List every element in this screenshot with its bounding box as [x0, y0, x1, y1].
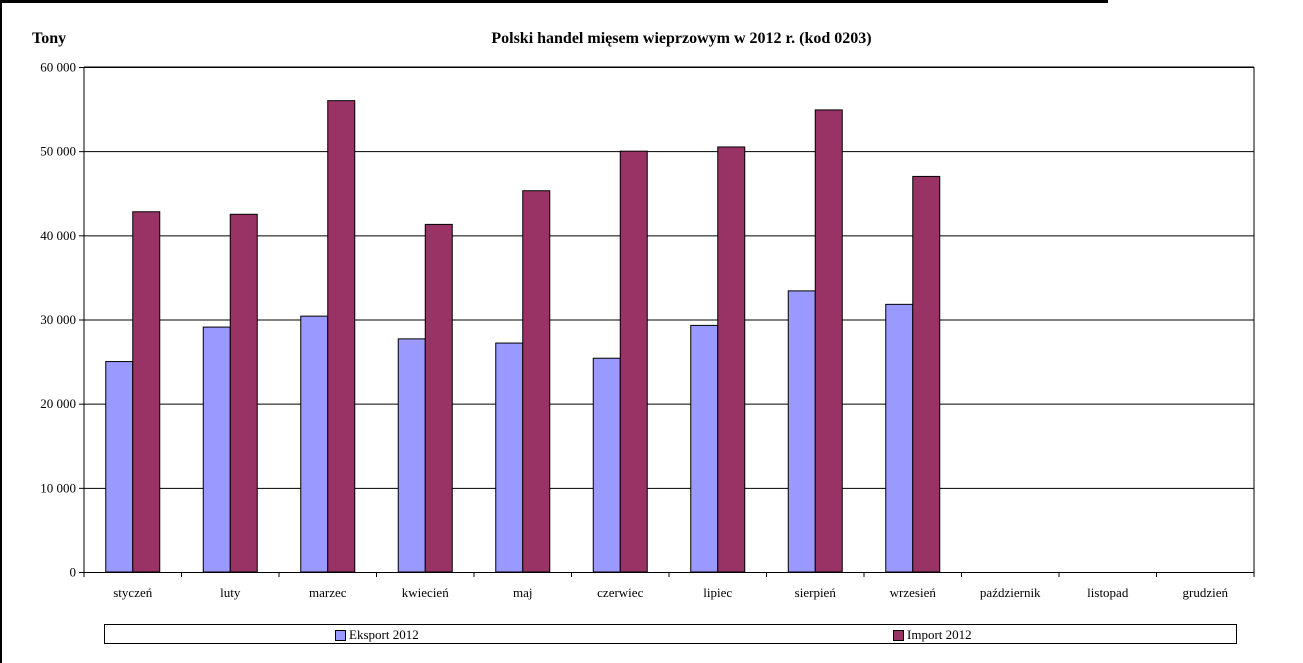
legend-label-import: Import 2012	[907, 627, 972, 642]
bar-export	[690, 324, 719, 573]
x-tick-label: luty	[220, 585, 241, 600]
bar-export	[105, 361, 134, 573]
axes	[79, 66, 1255, 577]
x-tick-label: styczeń	[113, 585, 152, 600]
bar-export	[202, 326, 231, 573]
x-tick-label: grudzień	[1183, 585, 1229, 600]
frame-top-border	[0, 0, 1108, 3]
bar-import	[229, 213, 258, 573]
y-tick-label: 10 000	[40, 480, 76, 495]
y-axis-unit-label: Tony	[32, 30, 67, 47]
legend-swatch-export	[335, 629, 346, 641]
bar-import	[132, 211, 161, 573]
legend: Eksport 2012 Import 2012	[104, 624, 1237, 644]
x-tick-label: kwiecień	[402, 585, 449, 600]
chart-title: Polski handel mięsem wieprzowym w 2012 r…	[491, 30, 872, 47]
bar-export	[397, 338, 426, 573]
y-tick-label: 20 000	[40, 396, 76, 411]
x-tick-label: listopad	[1087, 585, 1129, 600]
y-tick-label: 30 000	[40, 312, 76, 327]
legend-label-export: Eksport 2012	[349, 627, 419, 642]
tick-labels: 0 10 000 20 000 30 000 40 000 50 000 60 000 sty…	[40, 60, 1228, 601]
legend-item-export: Eksport 2012	[335, 627, 419, 643]
bar-import	[814, 109, 843, 573]
bar-export	[300, 315, 329, 573]
bar-export	[495, 342, 524, 573]
bar-import	[327, 100, 356, 573]
x-tick-label: czerwiec	[597, 585, 643, 600]
bar-export	[592, 357, 621, 573]
x-tick-label: październik	[980, 585, 1041, 600]
bar-export	[787, 290, 816, 573]
bar-import	[522, 190, 551, 573]
x-tick-label: maj	[513, 585, 533, 600]
frame-left-border	[0, 0, 2, 663]
y-tick-label: 50 000	[40, 144, 76, 159]
bar-import	[619, 150, 648, 573]
y-tick-label: 40 000	[40, 228, 76, 243]
y-tick-label: 0	[70, 565, 77, 580]
bar-import	[717, 146, 746, 573]
x-tick-label: marzec	[309, 585, 347, 600]
bar-import	[912, 175, 941, 573]
bar-import	[424, 223, 453, 573]
bars	[105, 100, 941, 573]
x-tick-label: lipiec	[703, 585, 732, 600]
y-tick-label: 60 000	[40, 60, 76, 75]
bar-export	[885, 303, 914, 573]
x-tick-label: wrzesień	[890, 585, 937, 600]
x-tick-label: sierpień	[795, 585, 837, 600]
legend-item-import: Import 2012	[893, 627, 972, 643]
legend-swatch-import	[893, 629, 904, 641]
gridlines	[84, 67, 1254, 489]
